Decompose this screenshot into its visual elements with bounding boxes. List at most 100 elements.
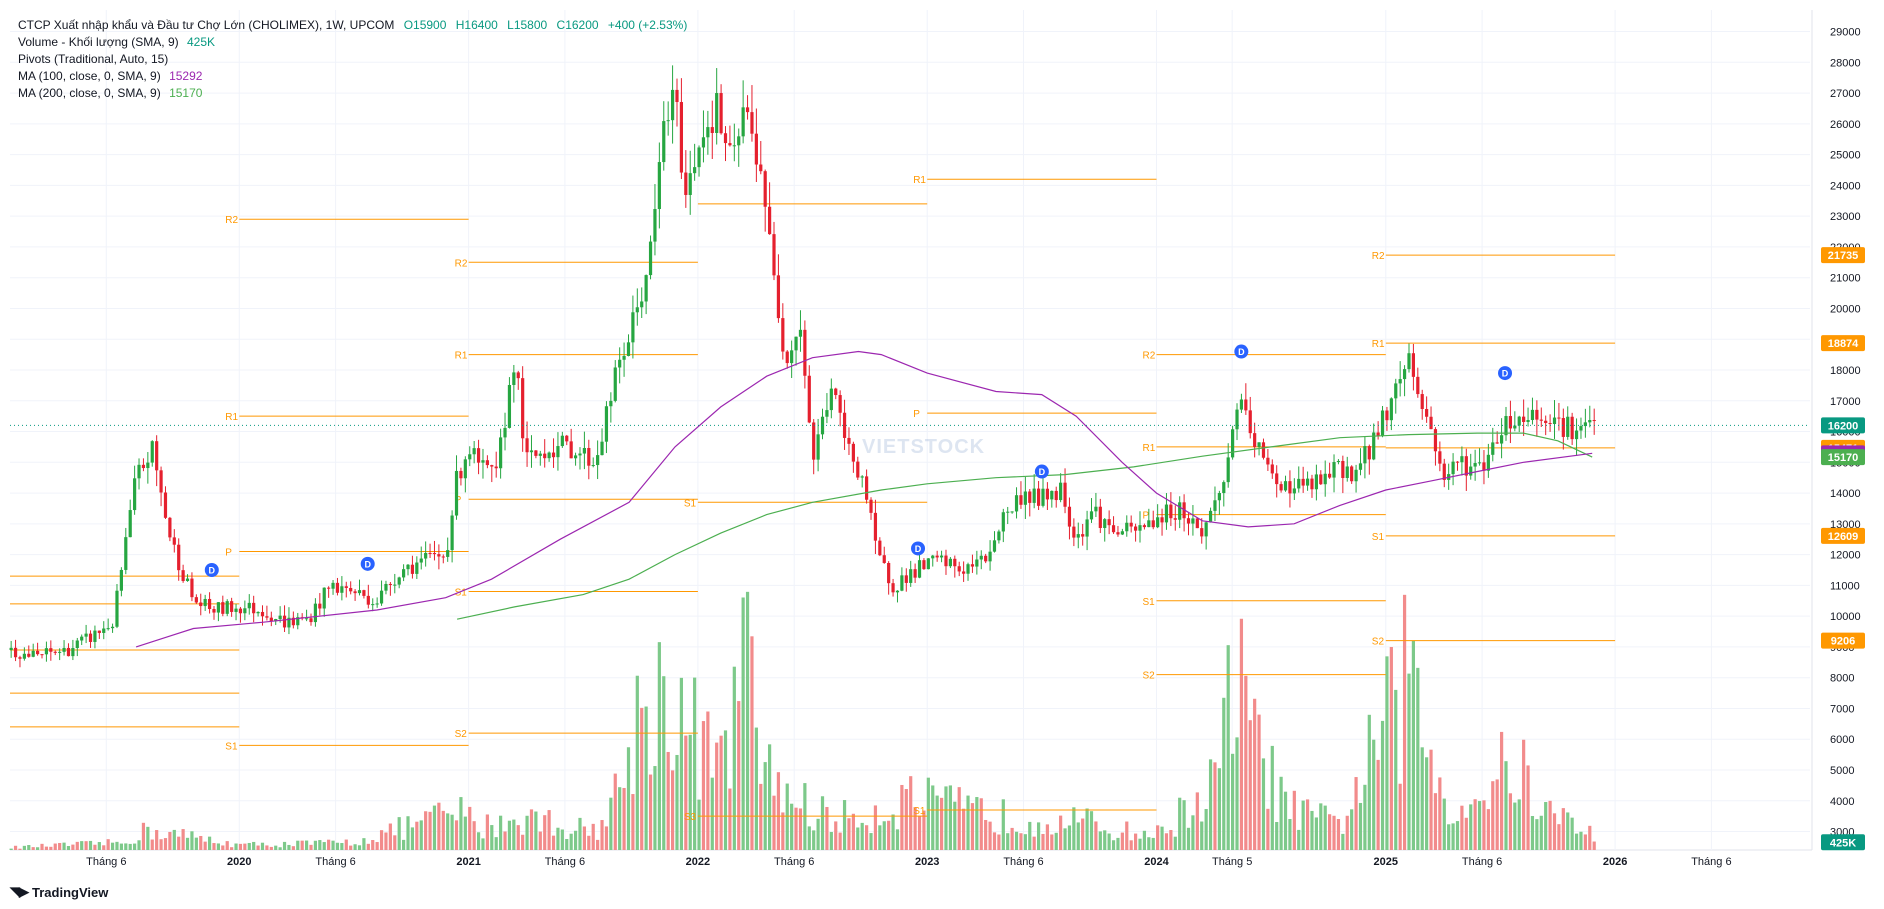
candle-body [1067, 506, 1072, 527]
candle-body [1420, 394, 1424, 409]
candle-body [1495, 442, 1499, 444]
dividend-marker-icon[interactable]: D [911, 541, 926, 556]
volume-bar [1314, 817, 1318, 850]
volume-bar [331, 840, 335, 850]
candle-body [181, 570, 185, 582]
candle-body [1499, 435, 1504, 444]
volume-bar [450, 814, 454, 850]
candle-body [1222, 482, 1226, 494]
volume-bar [1297, 829, 1301, 850]
candle-body [1385, 410, 1389, 421]
legend-ma100-row[interactable]: MA (100, close, 0, SMA, 9) 15292 [18, 68, 693, 85]
volume-bar [313, 840, 318, 850]
volume-bar [631, 794, 635, 850]
candle-body [1279, 484, 1283, 491]
volume-bar [697, 799, 701, 850]
dividend-marker-circle [911, 541, 926, 556]
open-value: O15900 [403, 18, 447, 32]
candle-body [1561, 418, 1565, 437]
candle-body [406, 564, 410, 570]
candle-body [984, 555, 988, 562]
volume-bar [481, 838, 485, 850]
dividend-marker-icon[interactable]: D [1234, 344, 1249, 359]
volume-bar [428, 811, 432, 850]
volume-bar [609, 797, 613, 850]
candle-body [1275, 473, 1279, 485]
candle-body [732, 145, 736, 147]
volume-bar [798, 808, 803, 850]
candle-body [609, 400, 613, 407]
candle-body [230, 601, 234, 612]
candle-body [313, 603, 318, 623]
dividend-marker-icon[interactable]: D [1498, 366, 1513, 381]
volume-bar [485, 814, 489, 850]
price-axis-label: 425K [1821, 834, 1865, 851]
volume-bar [904, 789, 908, 850]
legend-volume-row[interactable]: Volume - Khối lượng (SMA, 9) 425K [18, 34, 693, 51]
volume-bar [1019, 833, 1023, 850]
volume-bar [992, 832, 997, 850]
volume-bar [1222, 697, 1226, 850]
volume-bar [1319, 803, 1323, 850]
candle-body [424, 552, 428, 559]
dividend-marker-icon[interactable]: D [204, 563, 219, 577]
dividend-marker-label: D [1238, 347, 1245, 357]
candle-body [415, 562, 419, 574]
candle-body [1019, 495, 1023, 505]
candle-body [472, 448, 476, 455]
volume-bar [1526, 765, 1530, 850]
volume-bar [327, 839, 331, 850]
candle-body [432, 553, 437, 555]
candle-body [441, 556, 445, 558]
tradingview-brand[interactable]: ◥▶ TradingView [10, 884, 108, 900]
pivot-label: S3 [684, 812, 697, 823]
volume-bar [1248, 720, 1252, 850]
dividend-marker-icon[interactable]: D [360, 556, 375, 571]
candle-body [1195, 518, 1199, 529]
y-tick-label: 4000 [1830, 796, 1854, 808]
candle-body [648, 241, 653, 276]
legend-ma200-row[interactable]: MA (200, close, 0, SMA, 9) 15170 [18, 85, 693, 102]
volume-bar [1566, 812, 1570, 850]
volume-bar [1023, 834, 1027, 850]
candle-body [1200, 528, 1204, 537]
candle-body [882, 555, 886, 563]
candle-body [137, 464, 141, 479]
volume-bar [1328, 814, 1332, 850]
pivot-label: R1 [913, 175, 926, 186]
candle-body [878, 540, 882, 556]
volume-bar [622, 787, 626, 850]
volume-bar [1332, 815, 1336, 850]
candle-body [349, 587, 353, 592]
dividend-marker-label: D [1039, 467, 1046, 477]
price-axis-label-text: 9206 [1831, 636, 1855, 648]
legend-pivots-row[interactable]: Pivots (Traditional, Auto, 15) [18, 51, 693, 68]
ma200-indicator-value: 15170 [169, 86, 203, 100]
volume-bar [349, 845, 353, 850]
volume-bar [1394, 689, 1398, 850]
volume-bar [437, 802, 441, 850]
dividend-marker-circle [1034, 464, 1049, 479]
x-tick-label: 2026 [1603, 856, 1627, 868]
volume-bar [723, 730, 728, 850]
dividend-marker-label: D [364, 559, 371, 569]
volume-bar [1253, 698, 1257, 850]
volume-bar [767, 744, 772, 850]
volume-bar [909, 776, 913, 850]
volume-bar [1239, 618, 1244, 850]
volume-bar [1544, 802, 1548, 850]
dividend-marker-icon[interactable]: D [1034, 464, 1049, 479]
volume-bar [534, 811, 538, 850]
volume-bar [1164, 833, 1169, 850]
candle-body [988, 551, 992, 562]
volume-bar [446, 813, 450, 850]
volume-bar [150, 839, 154, 850]
volume-bar [177, 836, 181, 850]
candle-body [1548, 423, 1552, 425]
volume-bar [1116, 837, 1120, 850]
volume-bar [124, 843, 128, 850]
candle-body [547, 452, 551, 459]
symbol-title: CTCP Xuất nhập khẩu và Đầu tư Chợ Lớn (C… [18, 18, 395, 32]
candle-body [569, 441, 573, 459]
